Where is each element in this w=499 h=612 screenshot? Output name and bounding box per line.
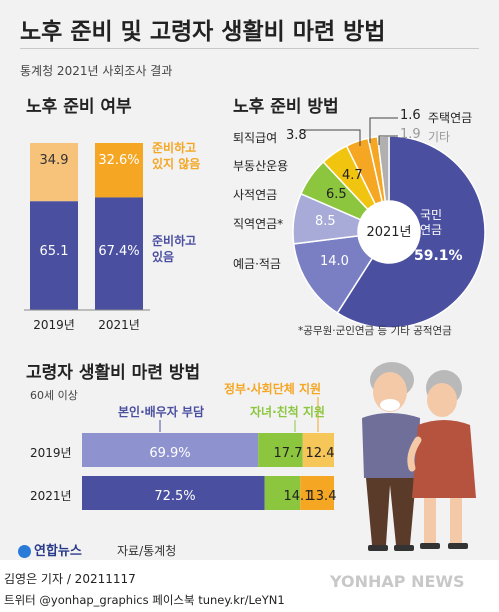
donut-value-other: 1.9 xyxy=(400,127,421,142)
living-expenses-chart: 2019년 2021년 69.9% 17.7 12.4 72.5% 14.1 1… xyxy=(30,397,337,510)
prep-methods-donut: 2021년 xyxy=(292,117,486,329)
hbar-category-2021: 2021년 xyxy=(30,489,72,503)
title-underline xyxy=(20,48,479,49)
bar-label-2021-not-prepared: 32.6% xyxy=(98,153,139,168)
legend-prepared: 준비하고 있음 xyxy=(152,234,197,264)
logo-mark-icon xyxy=(18,545,31,558)
donut-footnote: *공무원·군인연금 등 기타 공적연금 xyxy=(298,325,452,337)
donut-value-national-pension: 59.1% xyxy=(414,248,463,264)
leader-retirement-allowance xyxy=(300,129,361,146)
donut-name-private-pension: 사적연금 xyxy=(233,188,278,202)
page-subtitle: 통계청 2021년 사회조사 결과 xyxy=(20,64,173,78)
bar-2019-not-prepared xyxy=(30,143,78,202)
bar-2021-prepared xyxy=(95,197,143,310)
donut-label-national-pension: 국민 연금 xyxy=(420,208,443,237)
page-title: 노후 준비 및 고령자 생활비 마련 방법 xyxy=(20,19,386,45)
hbar-value-2021-children: 14.1 xyxy=(284,489,313,504)
section-title-retirement-prep: 노후 준비 여부 xyxy=(26,97,132,117)
leader-housing-pension xyxy=(369,117,398,143)
bar-label-2021-prepared: 67.4% xyxy=(98,244,139,259)
elderly-couple-illustration xyxy=(362,362,476,551)
section-title-prep-methods: 노후 준비 방법 xyxy=(233,97,339,117)
hbar-2021-government xyxy=(300,476,334,510)
footer-byline: 김영은 기자 / 20211117 xyxy=(4,572,136,586)
hbar-2019-self xyxy=(82,433,259,467)
section-subtitle-age: 60세 이상 xyxy=(30,389,78,402)
donut-name-real-estate: 부동산운용 xyxy=(233,159,289,173)
legend-government: 정부·사회단체 지원 xyxy=(224,382,322,396)
donut-name-other: 기타 xyxy=(428,130,451,144)
source-note: 자료/통계청 xyxy=(117,544,177,558)
bar-2021-not-prepared xyxy=(95,143,143,198)
legend-children-relatives: 자녀·친척 지원 xyxy=(250,405,325,419)
footer-social: 트위터 @yonhap_graphics 페이스북 tuney.kr/LeYN1 xyxy=(4,593,285,607)
donut-value-occupational-pension: 8.5 xyxy=(315,214,336,229)
hbar-value-2019-children: 17.7 xyxy=(274,446,303,461)
hbar-2021-self xyxy=(82,476,265,510)
donut-value-housing-pension: 1.6 xyxy=(400,108,421,123)
donut-hole xyxy=(358,201,420,263)
bar-category-2021: 2021년 xyxy=(98,318,140,332)
hbar-2021-children xyxy=(264,476,301,510)
bar-2019-prepared xyxy=(30,201,78,310)
hbar-value-2021-self: 72.5% xyxy=(154,489,195,504)
footer-watermark: YONHAP NEWS xyxy=(330,572,465,591)
logo: 연합뉴스 xyxy=(18,540,82,559)
bar-category-2019: 2019년 xyxy=(33,318,75,332)
hbar-value-2019-government: 12.4 xyxy=(306,446,335,461)
hbar-category-2019: 2019년 xyxy=(30,446,72,460)
legend-not-prepared: 준비하고 있지 않음 xyxy=(152,141,201,171)
hbar-2019-government xyxy=(302,433,334,467)
donut-value-savings: 14.0 xyxy=(320,254,349,269)
donut-name-occupational-pension: 직역연금* xyxy=(233,217,284,231)
hbar-value-2019-self: 69.9% xyxy=(149,446,190,461)
hbar-2019-children xyxy=(258,433,303,467)
donut-name-housing-pension: 주택연금 xyxy=(428,111,473,125)
donut-value-private-pension: 6.5 xyxy=(326,187,347,202)
leader-other xyxy=(378,135,398,145)
donut-value-retirement-allowance: 3.8 xyxy=(286,128,307,143)
donut-center-label: 2021년 xyxy=(366,225,411,240)
bar-label-2019-not-prepared: 34.9 xyxy=(40,153,69,168)
section-title-living-expenses: 고령자 생활비 마련 방법 xyxy=(26,363,201,383)
donut-value-real-estate: 4.7 xyxy=(342,168,363,183)
donut-name-savings: 예금·적금 xyxy=(233,257,281,271)
legend-self-spouse: 본인·배우자 부담 xyxy=(118,405,205,419)
prep-status-chart: 34.9 65.1 32.6% 67.4% 2019년 2021년 xyxy=(24,143,150,332)
hbar-value-2021-government: 13.4 xyxy=(308,489,337,504)
infographic-card: 노후 준비 및 고령자 생활비 마련 방법 통계청 2021년 사회조사 결과 … xyxy=(0,0,499,560)
donut-name-retirement-allowance: 퇴직급여 xyxy=(233,131,278,145)
footer: 김영은 기자 / 20211117 트위터 @yonhap_graphics 페… xyxy=(0,560,499,612)
bar-label-2019-prepared: 65.1 xyxy=(40,244,69,259)
